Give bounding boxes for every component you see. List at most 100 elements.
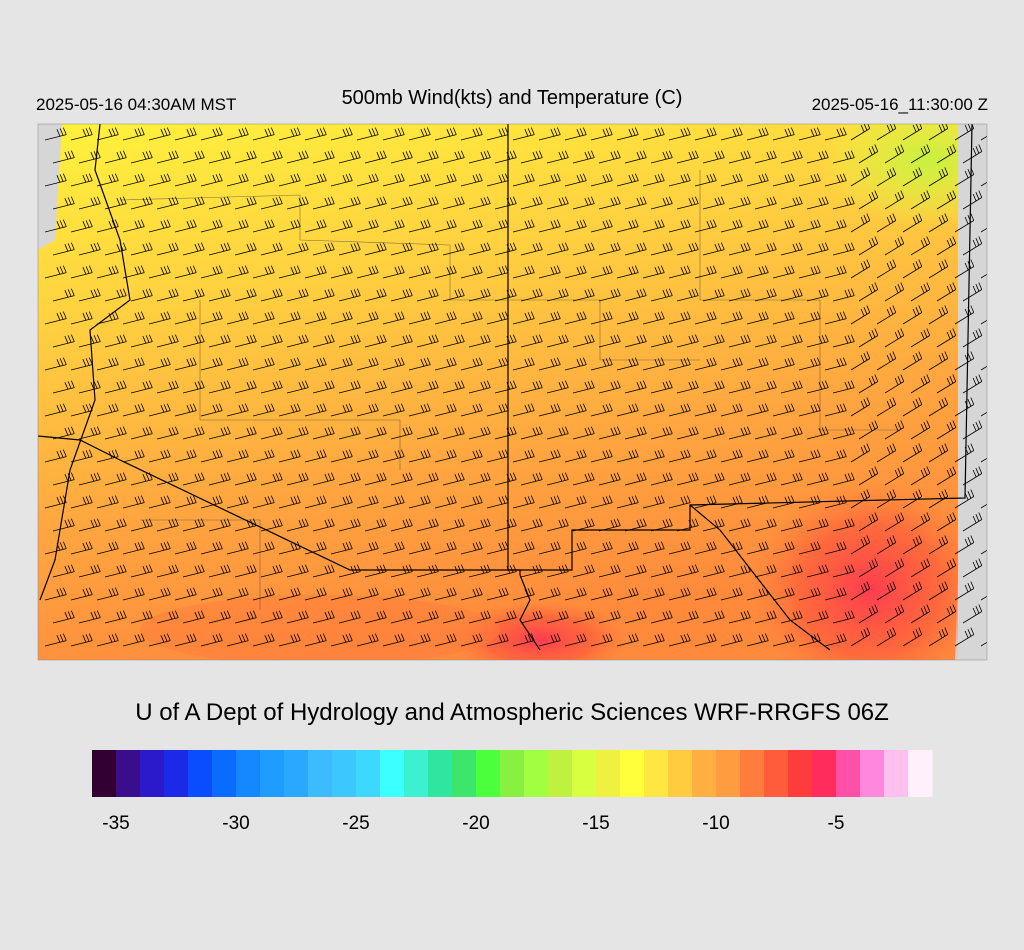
wind-barb	[70, 127, 93, 141]
wind-barb	[460, 127, 483, 141]
wind-barb	[989, 375, 1008, 394]
wind-barb	[624, 196, 647, 210]
wind-barb	[668, 127, 691, 141]
wind-barb	[954, 351, 975, 371]
wind-barb	[382, 587, 405, 601]
wind-barb	[252, 173, 275, 187]
colorbar-tick-label: -5	[828, 813, 845, 834]
wind-barb	[702, 196, 725, 210]
wind-barb	[408, 127, 431, 141]
wind-barb	[832, 288, 855, 302]
colorbar-swatch	[92, 750, 117, 797]
wind-barb	[989, 421, 1008, 440]
wind-barb	[278, 587, 301, 601]
wind-barb	[928, 489, 949, 509]
wind-barb	[962, 144, 983, 164]
wind-barb	[390, 380, 413, 394]
wind-barb	[226, 633, 249, 647]
wind-barb	[936, 512, 957, 532]
wind-barb	[564, 219, 587, 233]
wind-barb	[884, 512, 905, 532]
wind-barb	[486, 449, 509, 463]
wind-barb	[910, 512, 931, 532]
wind-barb	[694, 357, 717, 371]
wind-barb	[806, 426, 829, 440]
wind-barb	[226, 449, 249, 463]
colorbar-tick-label: -25	[342, 813, 369, 834]
wind-barb	[486, 633, 509, 647]
wind-barb	[902, 627, 923, 647]
wind-barb	[676, 472, 699, 486]
colorbar-swatch	[692, 750, 717, 797]
wind-barb	[590, 173, 613, 187]
wind-barb	[200, 311, 223, 325]
colorbar-swatch	[356, 750, 381, 797]
wind-barb	[720, 495, 743, 509]
wind-barb	[278, 219, 301, 233]
wind-barb	[460, 403, 483, 417]
wind-barb	[910, 604, 931, 624]
wind-barb	[668, 587, 691, 601]
wind-barb	[252, 311, 275, 325]
wind-barb	[650, 150, 673, 164]
wind-barb	[390, 426, 413, 440]
wind-barb	[642, 633, 665, 647]
wind-barb	[338, 150, 361, 164]
wind-barb	[876, 351, 897, 371]
wind-barb	[772, 265, 795, 279]
wind-barb	[772, 587, 795, 601]
wind-barb	[442, 564, 465, 578]
wind-barb	[442, 150, 465, 164]
wind-barb	[902, 581, 923, 601]
wind-barb	[252, 541, 275, 555]
wind-barb	[520, 472, 543, 486]
wind-barb	[234, 564, 257, 578]
wind-barb	[746, 633, 769, 647]
wind-barb	[468, 242, 491, 256]
wind-barb	[234, 518, 257, 532]
wind-barb	[989, 237, 1008, 256]
wind-barb	[96, 403, 119, 417]
wind-barb	[442, 288, 465, 302]
wind-barb	[52, 150, 75, 164]
wind-barb	[200, 265, 223, 279]
colorbar-tick-label: -10	[702, 813, 729, 834]
wind-barb	[798, 587, 821, 601]
wind-barb	[824, 633, 847, 647]
wind-barb	[156, 196, 179, 210]
wind-barb	[806, 334, 829, 348]
wind-barb	[486, 495, 509, 509]
wind-barb	[538, 265, 561, 279]
wind-barb	[876, 581, 897, 601]
wind-barb	[44, 403, 67, 417]
wind-barb	[468, 150, 491, 164]
colorbar-swatch	[548, 750, 573, 797]
wind-barb	[200, 449, 223, 463]
wind-barb	[624, 564, 647, 578]
wind-barb	[148, 449, 171, 463]
wind-barb	[694, 633, 717, 647]
wind-barb	[884, 558, 905, 578]
wind-barb	[850, 124, 871, 141]
wind-barb	[702, 472, 725, 486]
wind-barb	[676, 380, 699, 394]
wind-barb	[494, 426, 517, 440]
wind-barb	[858, 328, 879, 348]
wind-barb	[312, 518, 335, 532]
wind-barbs	[44, 124, 1008, 647]
wind-barb	[130, 472, 153, 486]
wind-barb	[832, 380, 855, 394]
wind-barb	[676, 610, 699, 624]
wind-barb	[286, 472, 309, 486]
wind-barb	[910, 190, 931, 210]
wind-barb	[156, 380, 179, 394]
wind-barb	[858, 144, 879, 164]
wind-barb	[858, 190, 879, 210]
wind-barb	[494, 196, 517, 210]
wind-barb	[668, 633, 691, 647]
wind-barb	[260, 610, 283, 624]
wind-barb	[252, 495, 275, 509]
wind-barb	[858, 512, 879, 532]
wind-barb	[260, 196, 283, 210]
colorbar-swatch	[476, 750, 501, 797]
